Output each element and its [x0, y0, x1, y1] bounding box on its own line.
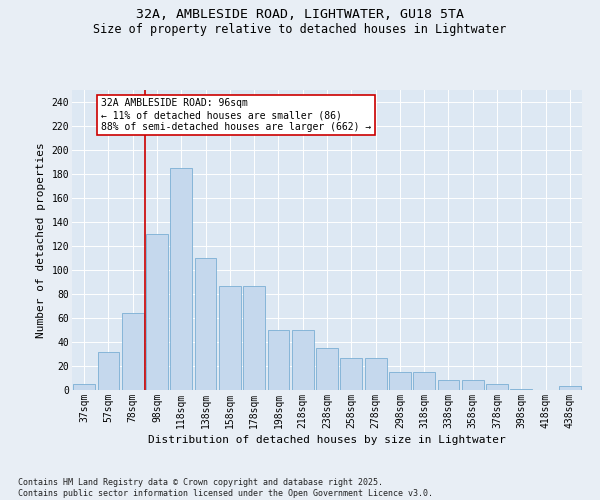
Bar: [73, 384, 95, 390]
Bar: [292, 330, 314, 390]
Bar: [340, 358, 362, 390]
Bar: [170, 168, 192, 390]
Text: 32A AMBLESIDE ROAD: 96sqm
← 11% of detached houses are smaller (86)
88% of semi-: 32A AMBLESIDE ROAD: 96sqm ← 11% of detac…: [101, 98, 371, 132]
Bar: [413, 372, 435, 390]
Bar: [486, 384, 508, 390]
Bar: [146, 234, 168, 390]
Bar: [316, 348, 338, 390]
Text: Contains HM Land Registry data © Crown copyright and database right 2025.
Contai: Contains HM Land Registry data © Crown c…: [18, 478, 433, 498]
Bar: [194, 258, 217, 390]
Y-axis label: Number of detached properties: Number of detached properties: [36, 142, 46, 338]
Text: 32A, AMBLESIDE ROAD, LIGHTWATER, GU18 5TA: 32A, AMBLESIDE ROAD, LIGHTWATER, GU18 5T…: [136, 8, 464, 20]
Text: Distribution of detached houses by size in Lightwater: Distribution of detached houses by size …: [148, 435, 506, 445]
Bar: [268, 330, 289, 390]
Bar: [97, 352, 119, 390]
Bar: [365, 358, 386, 390]
Bar: [122, 313, 143, 390]
Bar: [462, 380, 484, 390]
Bar: [511, 389, 532, 390]
Bar: [389, 372, 411, 390]
Bar: [243, 286, 265, 390]
Text: Size of property relative to detached houses in Lightwater: Size of property relative to detached ho…: [94, 22, 506, 36]
Bar: [219, 286, 241, 390]
Bar: [559, 386, 581, 390]
Bar: [437, 380, 460, 390]
